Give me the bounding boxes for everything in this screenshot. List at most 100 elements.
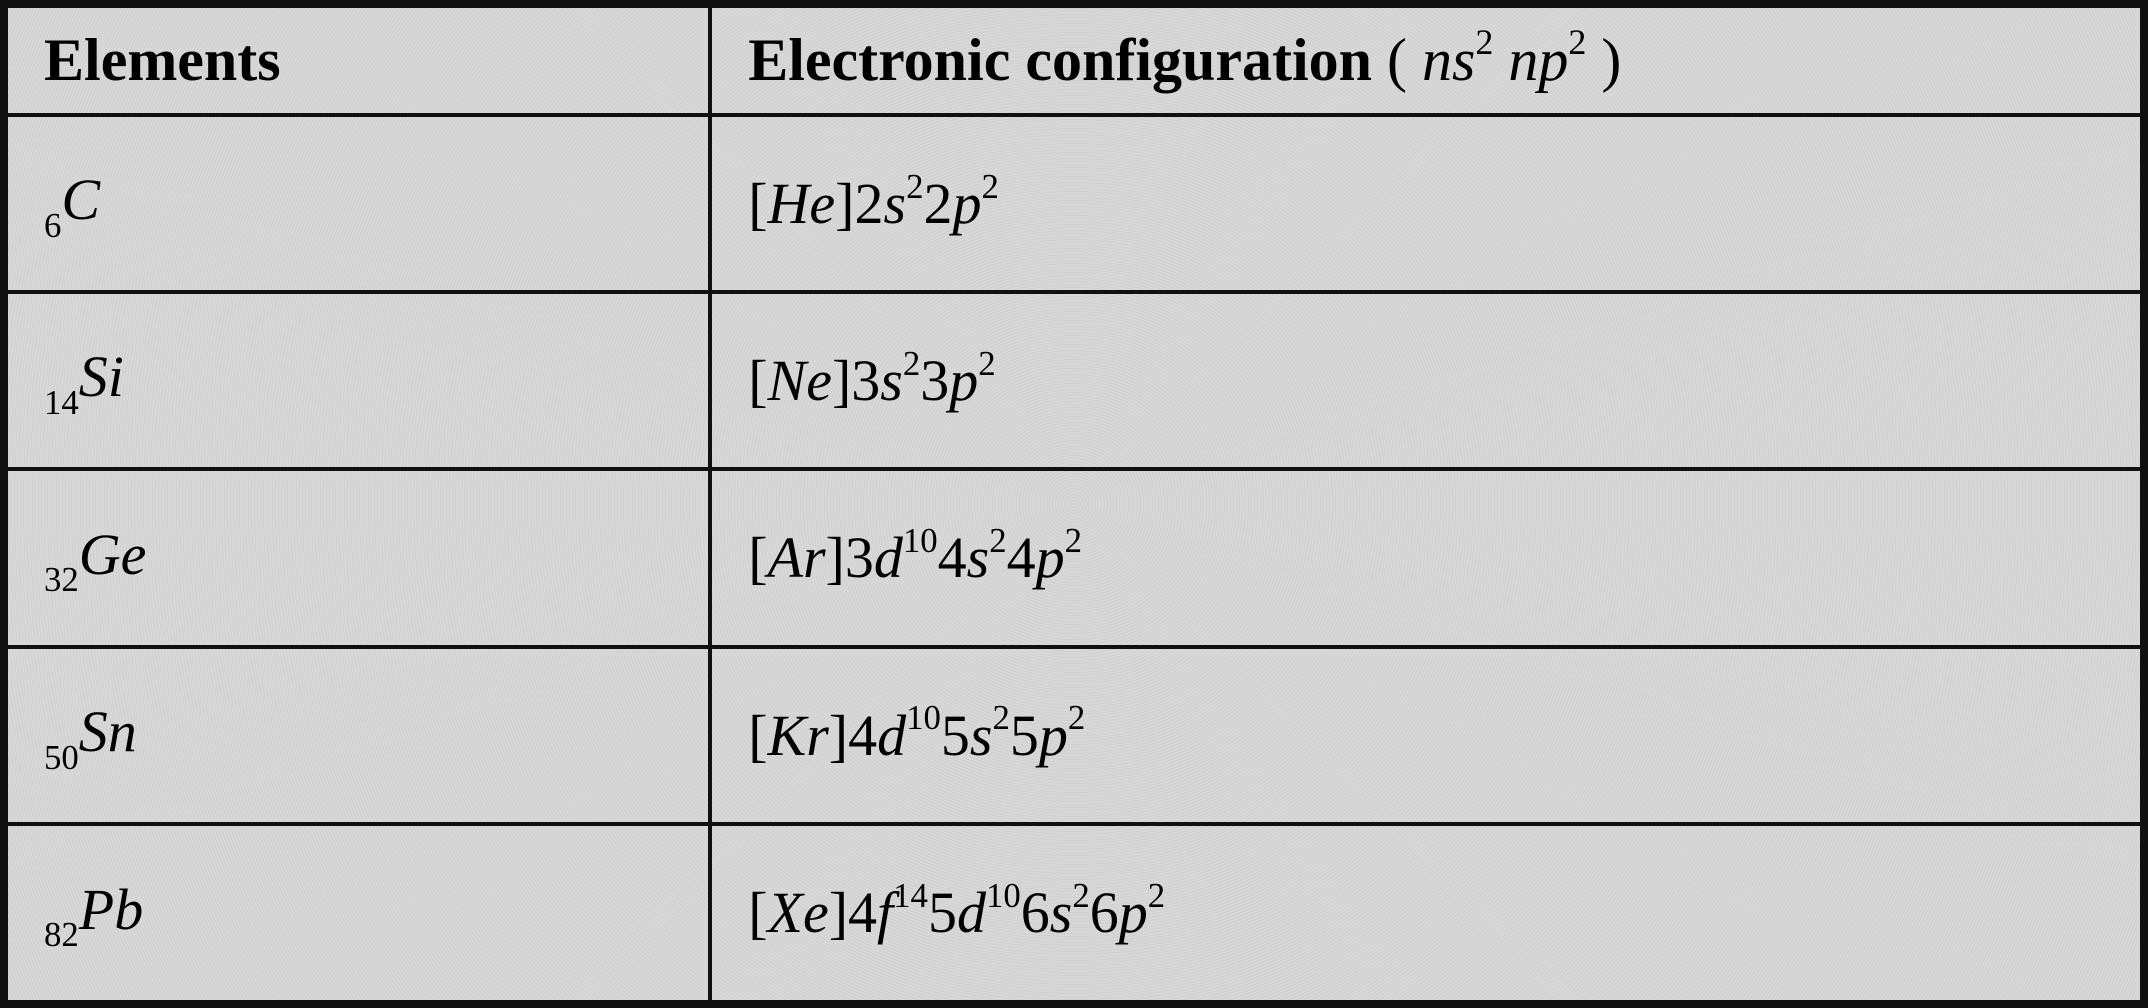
- config-orbital: p: [949, 348, 978, 413]
- paren-close: ): [1601, 27, 1621, 93]
- table-row: 32Ge[Ar]3d104s24p2: [4, 469, 2144, 646]
- table-row: 6C[He]2s22p2: [4, 115, 2144, 292]
- noble-gas-symbol: Ne: [768, 348, 832, 413]
- bracket-open: [: [748, 171, 767, 236]
- header-config-paren: ( ns2 np2 ): [1387, 27, 1621, 93]
- noble-core: [Xe]: [748, 880, 848, 945]
- config-n: 4: [1007, 525, 1036, 590]
- config-n: 2: [923, 171, 952, 236]
- noble-core: [Kr]: [748, 703, 848, 768]
- paren-open: (: [1387, 27, 1407, 93]
- table-container: Elements Electronic configuration ( ns2 …: [0, 0, 2148, 1008]
- config-orbital: d: [957, 880, 986, 945]
- element-symbol: Ge: [79, 522, 147, 587]
- config-exponent: 10: [903, 521, 938, 560]
- header-config: Electronic configuration ( ns2 np2 ): [710, 4, 2144, 115]
- config-cell: [He]2s22p2: [710, 115, 2144, 292]
- config-exponent: 2: [992, 698, 1009, 737]
- paren-ns: ns: [1422, 27, 1475, 93]
- atomic-number: 32: [44, 560, 79, 599]
- config-exponent: 2: [1148, 876, 1165, 915]
- bracket-close: ]: [829, 880, 848, 945]
- table-row: 14Si[Ne]3s23p2: [4, 292, 2144, 469]
- config-exponent: 2: [1068, 698, 1085, 737]
- paren-np: np: [1508, 27, 1568, 93]
- atomic-number: 6: [44, 206, 61, 245]
- config-orbital: s: [967, 525, 990, 590]
- element-symbol: Si: [79, 344, 124, 409]
- noble-gas-symbol: Xe: [768, 880, 829, 945]
- table-row: 82Pb[Xe]4f145d106s26p2: [4, 824, 2144, 1004]
- config-exponent: 2: [903, 344, 920, 383]
- config-n: 3: [920, 348, 949, 413]
- table-row: 50Sn[Kr]4d105s25p2: [4, 647, 2144, 824]
- bracket-open: [: [748, 703, 767, 768]
- config-orbital: s: [880, 348, 903, 413]
- element-symbol: Pb: [79, 877, 143, 942]
- config-exponent: 2: [981, 167, 998, 206]
- config-exponent: 2: [989, 521, 1006, 560]
- bracket-open: [: [748, 348, 767, 413]
- element-cell: 82Pb: [4, 824, 710, 1004]
- config-exponent: 2: [1065, 521, 1082, 560]
- element-symbol: Sn: [79, 699, 137, 764]
- table-header-row: Elements Electronic configuration ( ns2 …: [4, 4, 2144, 115]
- config-cell: [Xe]4f145d106s26p2: [710, 824, 2144, 1004]
- config-orbital: s: [883, 171, 906, 236]
- config-orbital: s: [970, 703, 993, 768]
- config-exponent: 2: [906, 167, 923, 206]
- config-cell: [Ne]3s23p2: [710, 292, 2144, 469]
- header-elements: Elements: [4, 4, 710, 115]
- atomic-number: 14: [44, 383, 79, 422]
- config-orbital: d: [874, 525, 903, 590]
- atomic-number: 82: [44, 915, 79, 954]
- bracket-close: ]: [826, 525, 845, 590]
- bracket-close: ]: [832, 348, 851, 413]
- config-n: 3: [851, 348, 880, 413]
- element-cell: 6C: [4, 115, 710, 292]
- config-orbital: p: [1039, 703, 1068, 768]
- config-n: 4: [848, 703, 877, 768]
- element-symbol: C: [61, 167, 100, 232]
- config-exponent: 14: [893, 876, 928, 915]
- bracket-close: ]: [829, 703, 848, 768]
- element-cell: 32Ge: [4, 469, 710, 646]
- noble-core: [Ne]: [748, 348, 851, 413]
- paren-ns-exp: 2: [1475, 22, 1493, 62]
- config-exponent: 10: [986, 876, 1021, 915]
- bracket-close: ]: [835, 171, 854, 236]
- noble-gas-symbol: Kr: [768, 703, 829, 768]
- electron-config-table: Elements Electronic configuration ( ns2 …: [0, 0, 2148, 1008]
- config-n: 6: [1090, 880, 1119, 945]
- bracket-open: [: [748, 525, 767, 590]
- config-n: 4: [938, 525, 967, 590]
- bracket-open: [: [748, 880, 767, 945]
- noble-core: [He]: [748, 171, 854, 236]
- noble-core: [Ar]: [748, 525, 845, 590]
- config-orbital: s: [1050, 880, 1073, 945]
- config-n: 5: [1010, 703, 1039, 768]
- paren-np-exp: 2: [1568, 22, 1586, 62]
- config-cell: [Kr]4d105s25p2: [710, 647, 2144, 824]
- config-n: 5: [928, 880, 957, 945]
- config-n: 3: [845, 525, 874, 590]
- noble-gas-symbol: He: [768, 171, 836, 236]
- element-cell: 14Si: [4, 292, 710, 469]
- noble-gas-symbol: Ar: [768, 525, 826, 590]
- config-n: 5: [941, 703, 970, 768]
- config-exponent: 10: [906, 698, 941, 737]
- header-config-main: Electronic configuration: [748, 27, 1372, 93]
- config-exponent: 2: [1072, 876, 1089, 915]
- config-n: 6: [1021, 880, 1050, 945]
- header-elements-label: Elements: [44, 27, 281, 93]
- config-n: 2: [854, 171, 883, 236]
- config-orbital: p: [952, 171, 981, 236]
- element-cell: 50Sn: [4, 647, 710, 824]
- config-n: 4: [848, 880, 877, 945]
- table-body: 6C[He]2s22p214Si[Ne]3s23p232Ge[Ar]3d104s…: [4, 115, 2144, 1004]
- config-orbital: p: [1036, 525, 1065, 590]
- config-exponent: 2: [978, 344, 995, 383]
- config-orbital: d: [877, 703, 906, 768]
- atomic-number: 50: [44, 738, 79, 777]
- config-orbital: f: [877, 880, 893, 945]
